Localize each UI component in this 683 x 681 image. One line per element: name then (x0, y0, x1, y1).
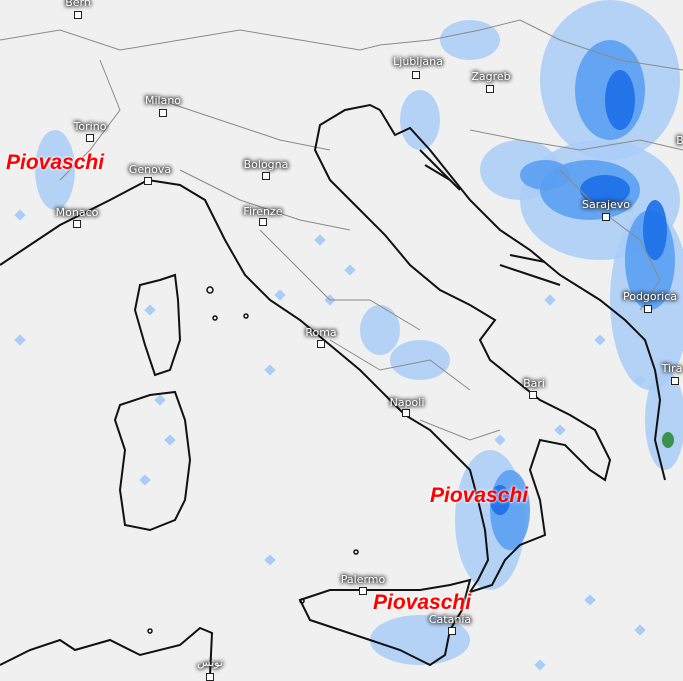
city-label: Catania (428, 613, 472, 626)
rain-area (400, 90, 440, 150)
city-marker (159, 109, 167, 117)
city-marker (262, 172, 270, 180)
rain-area (35, 130, 75, 210)
rain-area (605, 70, 635, 130)
city-label: Tira (661, 362, 683, 375)
rain-area (645, 370, 683, 470)
rain-cell (584, 594, 596, 606)
rain-area (520, 160, 570, 190)
city-label: Bologna (243, 158, 289, 171)
city-marker (644, 305, 652, 313)
rain-area (390, 340, 450, 380)
rain-cell (494, 434, 506, 446)
city-label: Ljubljana (393, 55, 443, 68)
city-label: B (676, 134, 683, 147)
rain-cell (264, 554, 276, 566)
showers-annotation: Piovaschi (6, 151, 105, 174)
rain-area (360, 305, 400, 355)
city-marker (74, 11, 82, 19)
city-label: Roma (305, 326, 337, 339)
city-label: Napoli (389, 396, 425, 409)
rain-cell (534, 659, 546, 671)
city-label: Milano (144, 94, 182, 107)
rain-area (643, 200, 667, 260)
city-marker (402, 409, 410, 417)
city-label: Zagreb (471, 70, 511, 83)
rain-cell (634, 624, 646, 636)
city-label: تونس (197, 656, 223, 669)
city-label: Sarajevo (581, 198, 631, 211)
city-label: Firenze (243, 205, 283, 218)
rain-cell (554, 424, 566, 436)
rain-cell (544, 294, 556, 306)
rain-cell (144, 304, 156, 316)
city-marker (86, 134, 94, 142)
rain-cell (139, 474, 151, 486)
rain-cell (314, 234, 326, 246)
city-label: Torino (73, 120, 107, 133)
rain-area (490, 485, 510, 515)
city-marker (486, 85, 494, 93)
city-marker (412, 71, 420, 79)
country-borders (0, 19, 683, 441)
city-label: Palermo (340, 573, 386, 586)
rain-area (440, 20, 500, 60)
city-label: Podgorica (622, 290, 678, 303)
coastline (0, 103, 666, 676)
city-marker (73, 220, 81, 228)
city-marker (529, 391, 537, 399)
city-marker (206, 673, 214, 681)
city-marker (602, 213, 610, 221)
city-label: Bari (523, 377, 545, 390)
city-marker (144, 177, 152, 185)
city-marker (448, 627, 456, 635)
rain-cell (274, 289, 286, 301)
rain-cell (594, 334, 606, 346)
rain-area (580, 175, 630, 205)
city-marker (317, 340, 325, 348)
city-label: Genova (128, 163, 172, 176)
city-marker (671, 377, 679, 385)
rain-cell (164, 434, 176, 446)
rain-cell (264, 364, 276, 376)
showers-annotation: Piovaschi (373, 591, 472, 614)
rain-cell (14, 334, 26, 346)
rain-area (662, 432, 674, 448)
rain-cell (344, 264, 356, 276)
city-marker (359, 587, 367, 595)
showers-annotation: Piovaschi (430, 484, 529, 507)
small-islands (147, 286, 359, 634)
rain-cell (634, 374, 646, 386)
city-label: Monaco (55, 206, 99, 219)
precipitation-layer (14, 0, 683, 671)
rain-cell (154, 394, 166, 406)
rain-cell (14, 209, 26, 221)
city-label: Bern (65, 0, 91, 9)
city-marker (259, 218, 267, 226)
